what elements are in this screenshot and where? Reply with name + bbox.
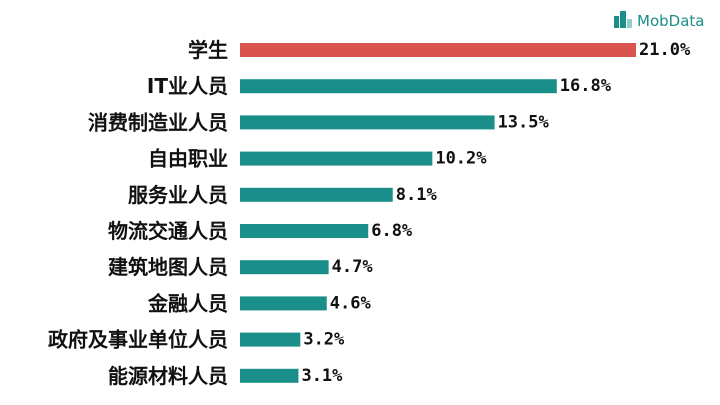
- category-label: 服务业人员: [128, 183, 228, 207]
- category-label: 学生: [188, 38, 228, 62]
- value-label: 21.0%: [639, 40, 691, 60]
- value-label: 13.5%: [498, 112, 550, 132]
- value-label: 8.1%: [396, 185, 438, 205]
- bar: [240, 368, 299, 383]
- bar: [240, 332, 301, 347]
- bar: [240, 296, 327, 311]
- category-label: 能源材料人员: [108, 364, 228, 388]
- bar: [240, 224, 369, 238]
- mobdata-logo: MobData: [614, 11, 704, 30]
- value-label: 3.2%: [303, 330, 345, 350]
- bar: [240, 260, 329, 275]
- bar: [240, 151, 433, 166]
- value-label: 16.8%: [560, 76, 612, 96]
- value-labels: 21.0% 16.8% 13.5% 10.2% 8.1% 6.8% 4.7% 4.6% 3.2%…: [301, 40, 690, 386]
- category-labels: 学生 IT业人员消费制造业人员自由职业服务业人员物流交通人员建筑地图人员金融人员政…: [48, 38, 228, 388]
- value-label: 4.7%: [332, 257, 374, 277]
- value-label: 4.6%: [330, 293, 372, 313]
- value-label: 6.8%: [371, 221, 413, 241]
- bar: [240, 79, 557, 94]
- category-label: 自由职业: [148, 147, 228, 171]
- bar: [240, 187, 393, 202]
- category-label: 建筑地图人员: [108, 255, 228, 279]
- building-icon: [614, 11, 632, 28]
- brand-name: MobData: [637, 12, 704, 30]
- bar: [240, 43, 636, 57]
- category-label: 物流交通人员: [108, 219, 228, 243]
- category-label: 政府及事业单位人员: [48, 328, 228, 352]
- category-label: 金融人员: [147, 291, 228, 315]
- category-label: IT业人员: [147, 74, 228, 98]
- value-label: 10.2%: [435, 149, 487, 169]
- bar: [240, 115, 495, 130]
- bars: [240, 43, 636, 383]
- category-label: 消费制造业人员: [88, 110, 228, 134]
- value-label: 3.1%: [301, 366, 343, 386]
